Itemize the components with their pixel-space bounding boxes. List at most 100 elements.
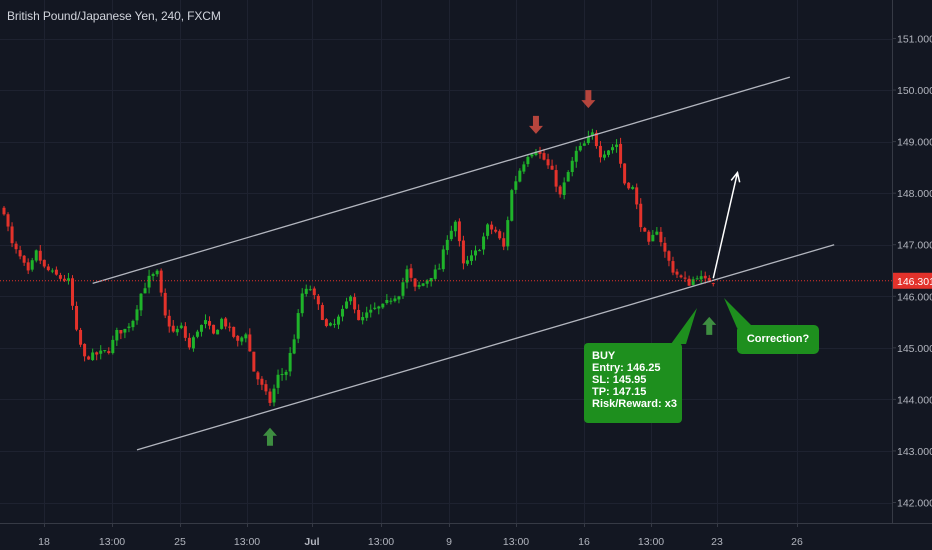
candle <box>345 297 349 310</box>
candle <box>602 150 606 161</box>
candle <box>324 318 328 328</box>
candle <box>14 241 18 254</box>
candle-body <box>264 384 268 392</box>
candle-body <box>574 150 578 162</box>
candle <box>22 254 26 266</box>
candle-body <box>683 277 687 279</box>
candle <box>107 347 111 355</box>
candle-body <box>300 293 304 314</box>
candle <box>139 293 143 317</box>
candle <box>18 245 22 260</box>
candle <box>361 312 365 325</box>
candle <box>220 317 224 330</box>
price-tick-label: 147.000 <box>897 240 932 252</box>
candle-body <box>143 288 147 294</box>
candle-body <box>151 274 155 277</box>
down-arrow-marker <box>528 115 543 134</box>
time-tick-label: 26 <box>791 536 803 548</box>
candle <box>216 329 220 335</box>
candle <box>256 370 260 386</box>
candle-body <box>461 240 465 264</box>
candle <box>284 369 288 381</box>
candle-body <box>54 269 58 275</box>
price-tick-label: 151.000 <box>897 34 932 46</box>
candle-body <box>494 229 498 232</box>
candle <box>655 227 659 236</box>
candle <box>598 141 602 163</box>
candle <box>405 265 409 289</box>
candle-body <box>405 269 409 283</box>
time-tick-label: 25 <box>174 536 186 548</box>
candle-body <box>373 307 377 309</box>
candle-body <box>260 378 264 385</box>
candle <box>699 270 703 284</box>
candle-body <box>30 260 34 270</box>
candle <box>369 304 373 318</box>
current-price-tag <box>893 272 932 289</box>
candle-body <box>538 151 542 154</box>
candle <box>409 263 413 282</box>
candle-body <box>296 313 300 339</box>
candle <box>554 164 558 193</box>
price-axis[interactable]: 151.000 150.000 149.000 148.000 147.000 146.0… <box>892 0 932 550</box>
risk-reward-line: Risk/Reward: x3 <box>592 398 677 410</box>
time-tick-label: 23 <box>711 536 723 548</box>
candle <box>183 322 187 342</box>
candle <box>336 314 340 330</box>
candle-body <box>199 324 203 332</box>
time-axis[interactable]: 18 13:00 25 13:00 Jul 13:00 9 13:00 16 13:00 23 26 <box>0 523 932 550</box>
candle <box>445 235 449 255</box>
candle-body <box>518 170 522 182</box>
candle <box>99 345 103 360</box>
candle <box>711 282 715 287</box>
time-tick-label: 9 <box>446 536 452 548</box>
candle <box>570 156 574 177</box>
candle-body <box>316 295 320 305</box>
time-tick-label: 16 <box>578 536 590 548</box>
candle <box>413 278 417 292</box>
candle <box>280 368 284 381</box>
buy-box-pointer <box>671 308 697 344</box>
candle <box>615 139 619 153</box>
candle-body <box>167 315 171 327</box>
candle <box>449 225 453 242</box>
candle-body <box>71 278 75 306</box>
candle-body <box>510 190 514 221</box>
candle-body <box>707 278 711 283</box>
candle <box>127 323 131 333</box>
candle-body <box>304 288 308 294</box>
candle <box>62 274 66 283</box>
candle <box>486 223 490 240</box>
candle <box>490 221 494 235</box>
candle <box>469 250 473 266</box>
candle-body <box>506 220 510 247</box>
candle <box>502 232 506 251</box>
up-arrow-marker <box>262 427 277 446</box>
candle <box>151 272 155 281</box>
candle <box>357 304 361 321</box>
candle <box>397 295 401 304</box>
candle-body <box>42 259 46 267</box>
candle <box>276 369 280 394</box>
candle <box>522 161 526 174</box>
candle-body <box>703 275 707 279</box>
candle <box>578 142 582 152</box>
candle <box>349 295 353 305</box>
candle-body <box>46 266 50 271</box>
candle-body <box>10 226 14 244</box>
candle-body <box>123 328 127 333</box>
candle <box>691 276 695 287</box>
candle <box>582 140 586 146</box>
candle-body <box>308 289 312 291</box>
candle-body <box>643 227 647 232</box>
time-tick-label: 13:00 <box>99 536 125 548</box>
candle <box>550 159 554 170</box>
candle <box>244 332 248 343</box>
candle <box>478 248 482 252</box>
candle-body <box>498 231 502 239</box>
candle <box>687 275 691 286</box>
candle-body <box>87 356 91 360</box>
candle <box>683 271 687 283</box>
candle <box>75 301 79 332</box>
